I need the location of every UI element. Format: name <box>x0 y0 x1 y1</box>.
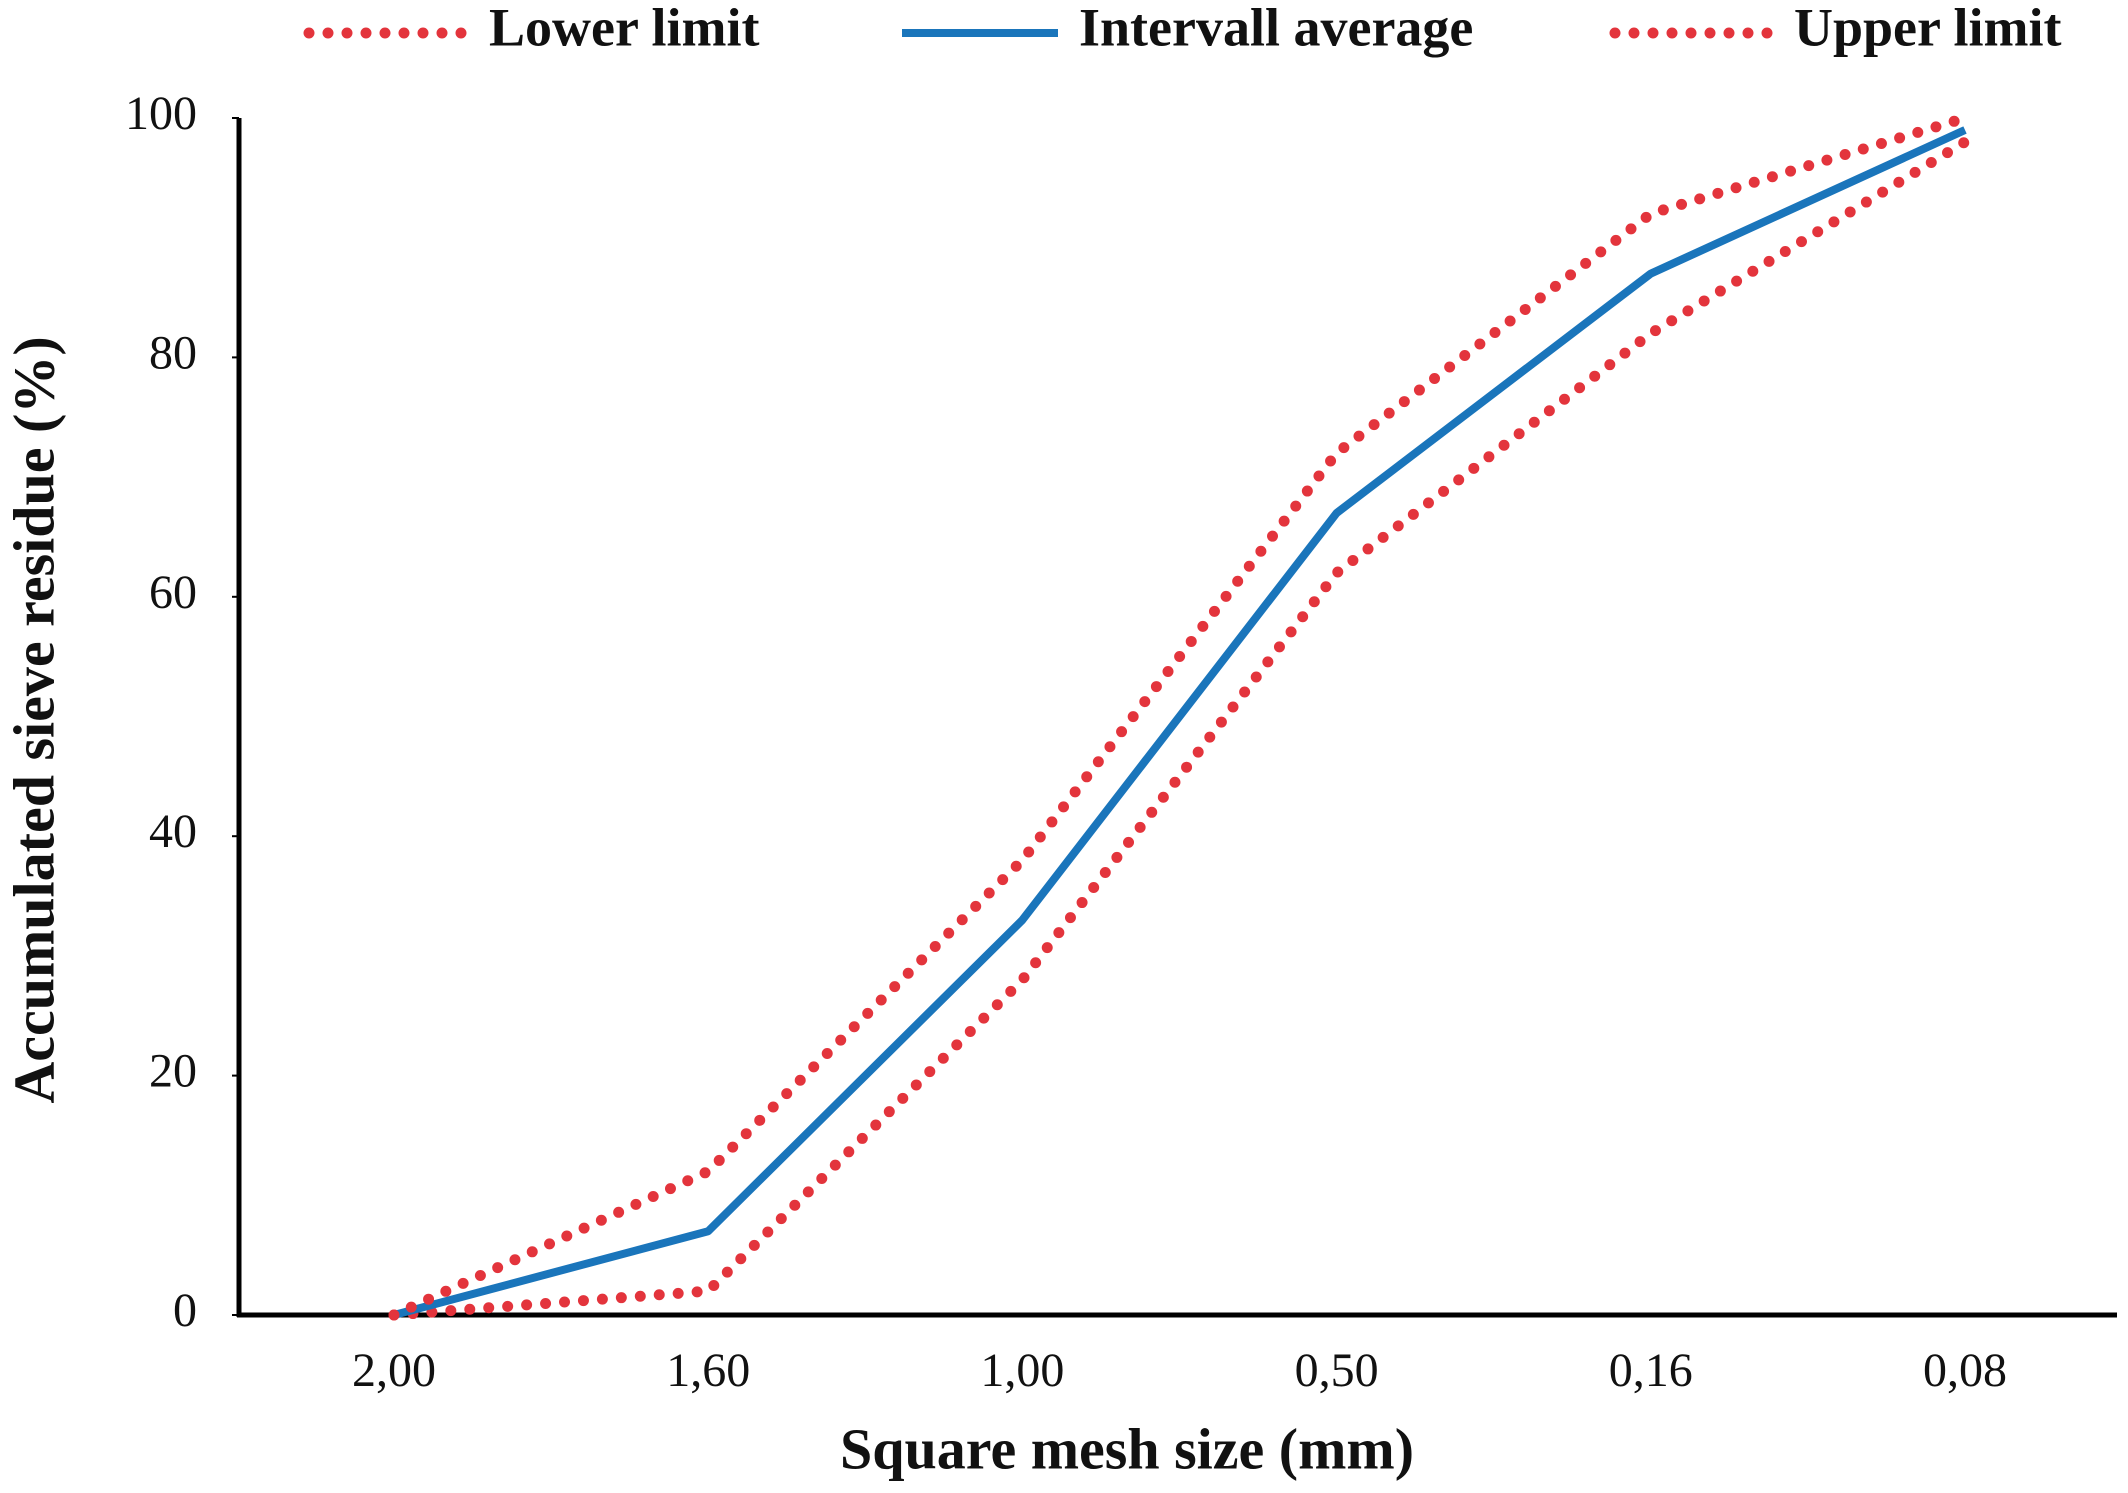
series-line <box>388 112 1971 1321</box>
legend-label: Intervall average <box>1079 0 1473 57</box>
series-line <box>392 126 1967 1319</box>
x-axis-title: Square mesh size (mm) <box>840 1416 1414 1481</box>
y-tick-label: 60 <box>149 566 197 619</box>
x-tick-label: 2,00 <box>352 1344 436 1397</box>
legend-label: Lower limit <box>489 0 759 57</box>
x-tick-label: 0,50 <box>1295 1344 1379 1397</box>
x-tick-label: 1,00 <box>980 1344 1064 1397</box>
y-tick-label: 100 <box>125 87 197 140</box>
x-tick-label: 1,60 <box>666 1344 750 1397</box>
y-axis-title: Accumulated sieve residue (%) <box>1 336 66 1103</box>
series-line <box>388 136 1971 1321</box>
legend-label: Upper limit <box>1794 0 2062 57</box>
x-tick-label: 0,16 <box>1609 1344 1693 1397</box>
y-tick-label: 40 <box>149 805 197 858</box>
y-tick-label: 20 <box>149 1045 197 1098</box>
x-tick-label: 0,08 <box>1923 1344 2007 1397</box>
y-tick-label: 80 <box>149 326 197 379</box>
y-tick-label: 0 <box>173 1284 197 1337</box>
